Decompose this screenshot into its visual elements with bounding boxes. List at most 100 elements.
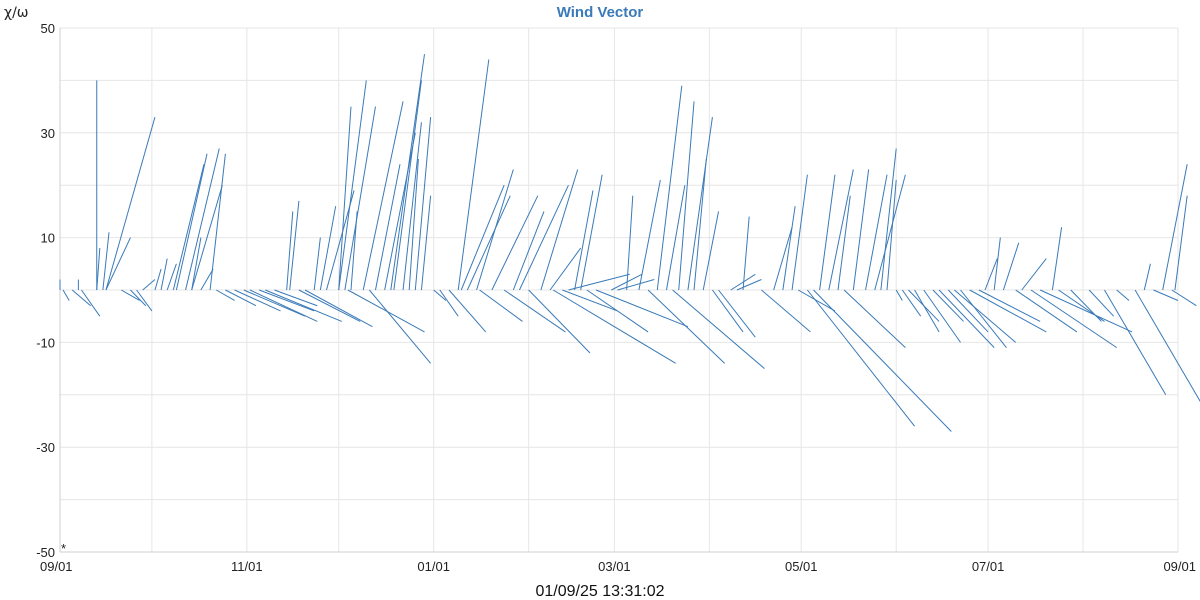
wind-vector: [390, 54, 425, 291]
wind-vector: [249, 289, 318, 322]
wind-vector: [828, 169, 854, 291]
wind-vector: [552, 289, 676, 364]
wind-vector: [1088, 289, 1115, 317]
wind-vector: [773, 226, 793, 291]
wind-vector: [491, 195, 539, 291]
wind-vector: [374, 164, 401, 291]
wind-vector: [105, 237, 131, 291]
y-tick-labels: 50 30 10 -10 -30 -50: [36, 21, 55, 560]
wind-vector: [886, 179, 897, 291]
wind-vector: [215, 289, 235, 301]
x-tick-label: 09/01: [1163, 559, 1196, 574]
wind-vector: [448, 289, 487, 333]
wind-vector: [837, 195, 851, 291]
wind-vector: [200, 268, 214, 291]
wind-vector: [761, 289, 811, 333]
wind-vector: [393, 80, 422, 291]
wind-vector: [96, 248, 101, 291]
wind-vector: [865, 174, 888, 291]
wind-vector: [1174, 195, 1188, 291]
wind-vector: [142, 279, 156, 291]
x-tick-labels: 09/01 11/01 01/01 03/01 05/01 07/01 09/01: [40, 559, 1196, 574]
wind-vector: [617, 279, 655, 291]
wind-vector: [191, 185, 223, 291]
wind-vector: [185, 148, 220, 291]
wind-vector: [479, 289, 523, 322]
wind-vector: [960, 289, 1007, 348]
wind-vector: [742, 216, 750, 291]
wind-vector: [1134, 289, 1200, 402]
x-tick-label: 09/01: [40, 559, 73, 574]
wind-vector: [433, 289, 447, 301]
wind-vector: [562, 289, 618, 312]
wind-vector: [265, 289, 342, 322]
wind-vector: [1162, 164, 1188, 291]
wind-vector: [611, 273, 643, 291]
corner-marker: *: [61, 541, 66, 556]
wind-vector: [234, 289, 281, 312]
wind-vector: [160, 258, 168, 291]
wind-vector: [274, 289, 318, 307]
wind-vector: [1051, 227, 1063, 291]
wind-vector: [969, 289, 1047, 333]
wind-vector: [298, 289, 361, 322]
wind-vector: [580, 174, 603, 291]
y-tick-label: -10: [36, 335, 55, 350]
x-tick-label: 11/01: [231, 559, 263, 574]
wind-vector: [797, 289, 836, 312]
wind-vector: [258, 289, 315, 312]
wind-vector: [984, 258, 998, 291]
wind-vector: [678, 101, 695, 291]
wind-vector: [347, 289, 425, 333]
wind-vector: [414, 117, 432, 291]
wind-vector: [540, 169, 579, 291]
wind-vector: [286, 211, 294, 291]
wind-vector: [895, 289, 903, 301]
y-tick-label: 50: [41, 21, 55, 36]
wind-vector: [402, 122, 422, 291]
wind-vector: [672, 289, 765, 369]
x-tick-label: 05/01: [785, 559, 818, 574]
wind-vector: [656, 85, 683, 291]
wind-vector: [338, 106, 352, 291]
y-tick-label: 10: [41, 231, 55, 246]
wind-vector: [947, 289, 989, 333]
wind-vector: [344, 106, 376, 291]
chart-title: Wind Vector: [557, 4, 644, 21]
wind-vector: [1104, 289, 1167, 396]
wind-vector: [782, 206, 796, 291]
wind-vector: [880, 148, 897, 291]
wind-vector: [702, 211, 720, 291]
wind-vector: [901, 289, 922, 317]
wind-vector: [693, 158, 707, 291]
wind-vector: [718, 289, 756, 338]
wind-vector: [172, 164, 205, 291]
wind-vector: [439, 289, 459, 317]
wind-vector: [136, 289, 153, 312]
wind-vector: [852, 169, 870, 291]
x-tick-label: 03/01: [598, 559, 631, 574]
wind-vector: [923, 289, 961, 343]
wind-vector: [313, 237, 321, 291]
wind-vector: [225, 289, 257, 307]
x-tick-label: 07/01: [972, 559, 1005, 574]
wind-vector: [595, 289, 689, 328]
wind-vector: [408, 158, 419, 291]
wind-vector: [338, 80, 367, 291]
wind-vector: [730, 273, 756, 291]
wind-vector: [81, 289, 101, 317]
footer-timestamp: 01/09/25 13:31:02: [535, 583, 664, 600]
wind-vector: [319, 206, 337, 291]
wind-vector: [1030, 289, 1118, 349]
wind-vector: [568, 273, 630, 291]
wind-vector: [362, 101, 404, 291]
y-tick-label: -30: [36, 440, 55, 455]
wind-vector: [368, 289, 432, 364]
wind-vector: [121, 289, 140, 301]
wind-vector: [166, 263, 177, 291]
wind-vector: [1058, 289, 1105, 322]
wind-vector: [665, 185, 686, 291]
wind-vector: [819, 174, 836, 291]
wind-vector: [1002, 242, 1020, 291]
